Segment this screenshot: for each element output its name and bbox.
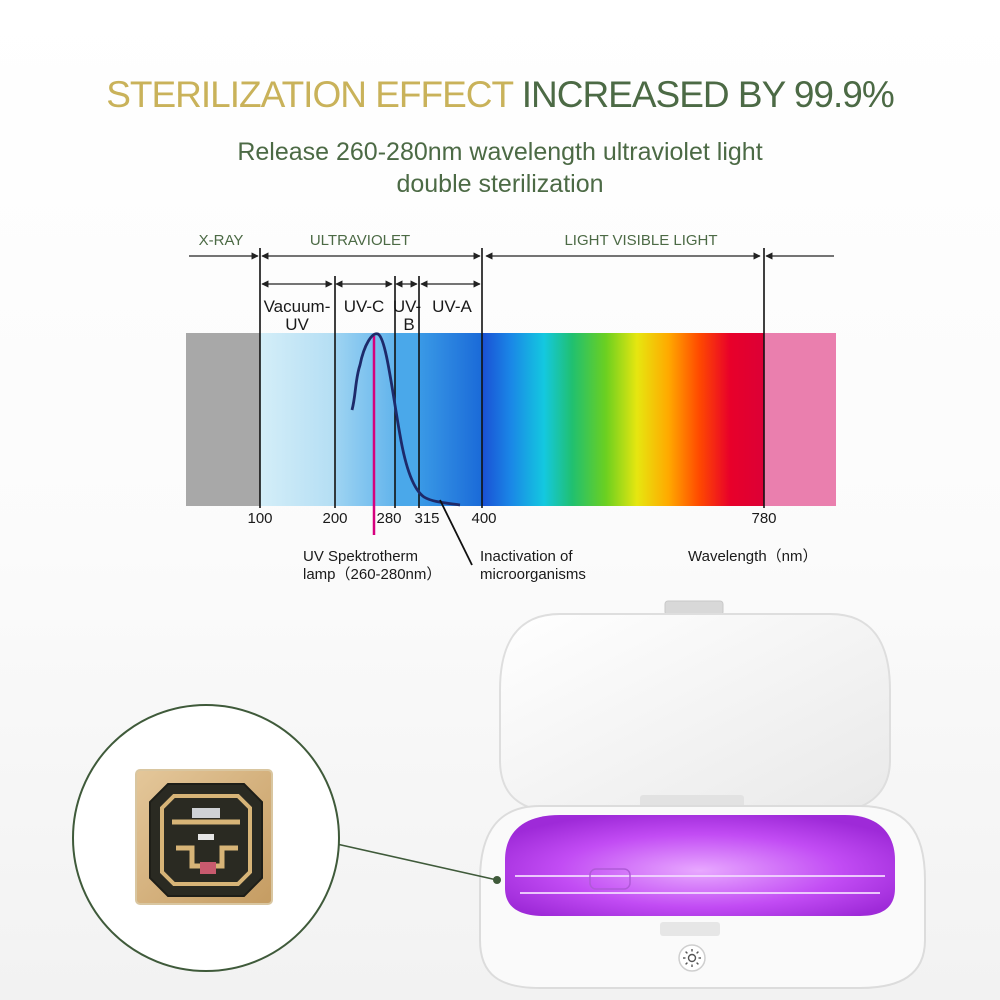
band-label-vacuum-uv-2: UV [285,315,309,334]
uv-chamber-glow [505,815,895,916]
subheadline-line-1: Release 260-280nm wavelength ultraviolet… [237,138,763,166]
tick-label-200: 200 [322,510,347,527]
power-button[interactable] [678,944,706,972]
subheadline-line-2: double sterilization [396,170,604,198]
tick-label-280: 280 [376,510,401,527]
uv-led-chip-icon [135,769,273,905]
band-uvb [395,333,419,506]
lamp-annotation-line-1: UV Spektrotherm [303,548,418,565]
band-label-uvb-2: B [403,315,414,334]
headline-part-1: STERILIZATION EFFECT [106,74,513,115]
band-uvc [335,333,395,506]
region-label-visible: LIGHT VISIBLE LIGHT [564,232,717,249]
inactivation-annotation-line-1: Inactivation of [480,548,573,565]
inactivation-annotation-line-2: microorganisms [480,566,586,583]
tick-label-315: 315 [414,510,439,527]
wavelength-axis-label: Wavelength（nm） [688,548,818,565]
device-base [479,805,926,989]
region-label-ultraviolet: ULTRAVIOLET [310,232,410,249]
inactivation-pointer [439,499,473,566]
tick-label-780: 780 [751,510,776,527]
led-chip-magnifier [72,704,340,972]
sun-icon [683,949,701,967]
band-vacuum-uv [260,333,335,506]
band-label-uva: UV-A [432,297,472,316]
phone-holder-mark [589,868,631,890]
region-label-xray: X-RAY [199,232,244,249]
band-uva [419,333,482,506]
headline-part-2: INCREASED BY 99.9% [521,74,895,115]
spectrum-diagram: X-RAY ULTRAVIOLET LIGHT VISIBLE LIGHT Va… [186,232,836,583]
band-dividers [259,248,765,508]
tick-label-100: 100 [247,510,272,527]
band-label-vacuum-uv-1: Vacuum- [264,297,331,316]
region-arrows [189,252,834,288]
tick-label-400: 400 [471,510,496,527]
absorption-curve [350,332,461,507]
lamp-annotation-line-2: lamp（260-280nm） [303,566,441,583]
band-label-uvc: UV-C [344,297,385,316]
zoom-pointer-line [309,837,498,881]
band-visible [482,333,764,506]
zoom-pointer-dot [493,876,501,884]
band-xray [186,333,260,506]
band-infrared [764,333,836,506]
device-lid [499,600,891,813]
band-label-uvb-1: UV- [393,297,421,316]
headline: STERILIZATION EFFECT INCREASED BY 99.9% [0,74,1000,116]
